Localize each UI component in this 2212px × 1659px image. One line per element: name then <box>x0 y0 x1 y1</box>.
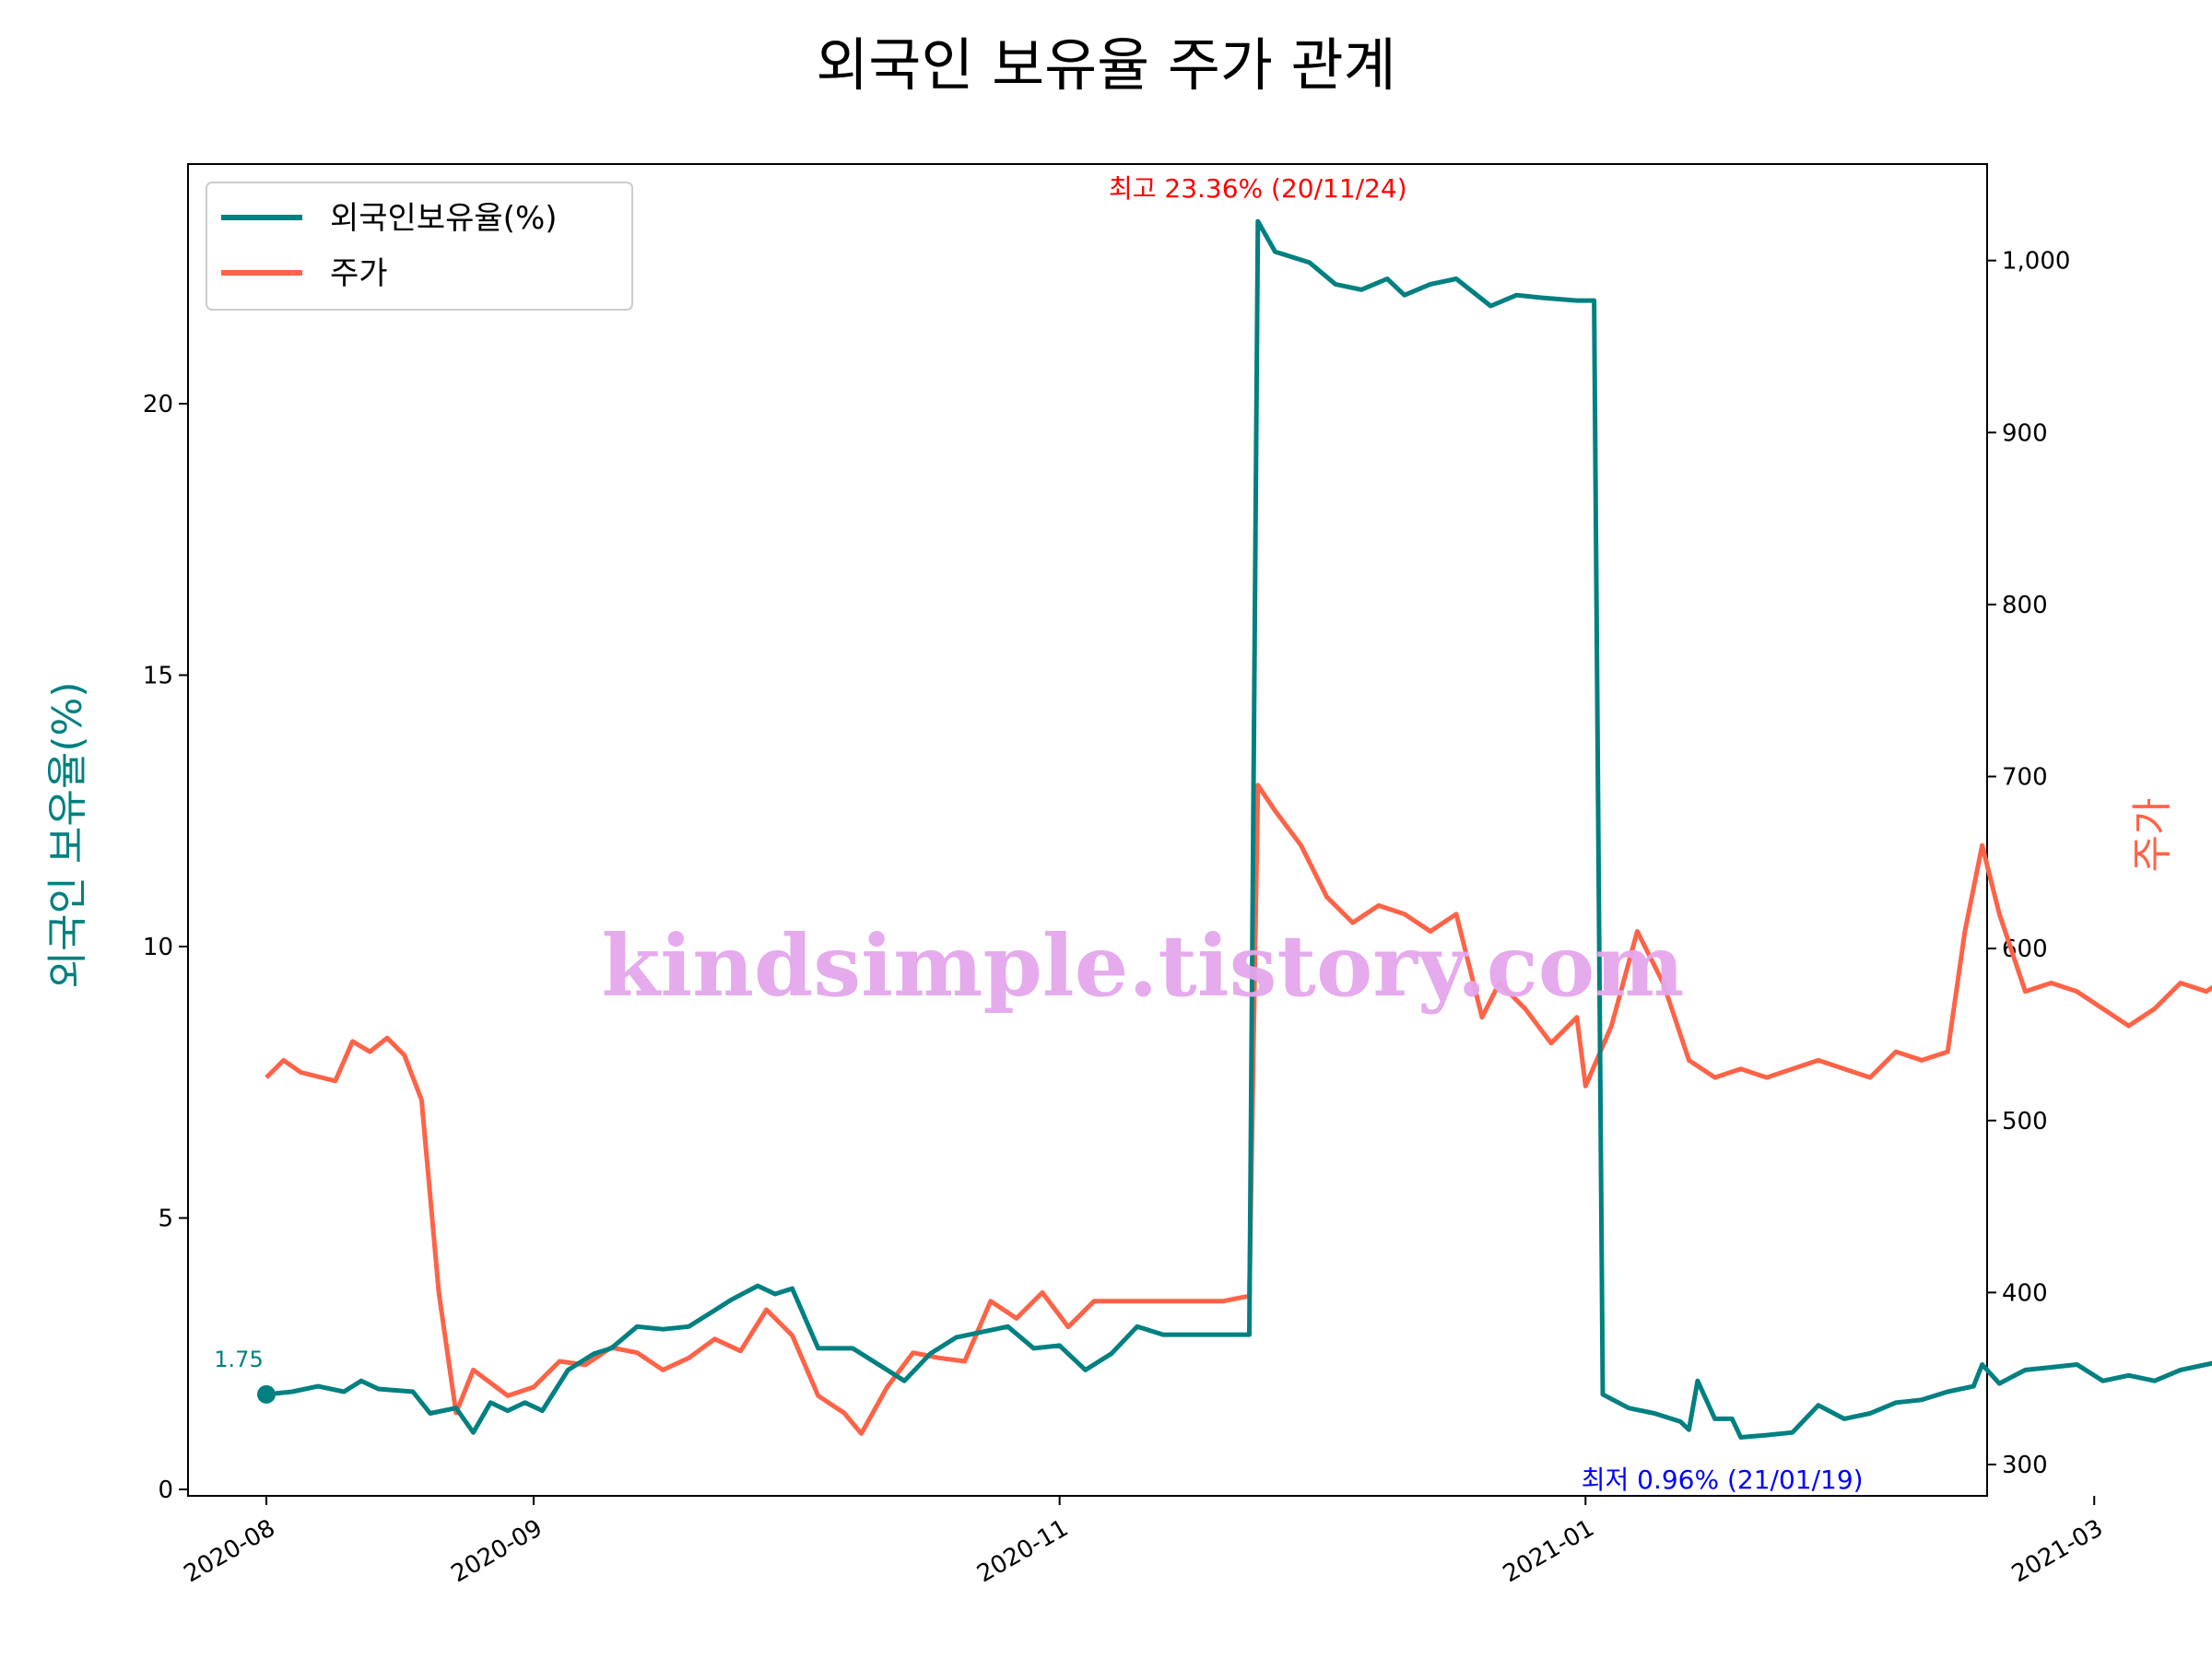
series-line-foreign-ratio <box>265 218 2212 1440</box>
right-y-tick-label: 300 <box>2002 1452 2048 1479</box>
plot-frame <box>187 163 1988 1497</box>
chart-title: 외국인 보유율 주가 관계 <box>816 31 1396 99</box>
watermark-text: kindsimple.tistory.com <box>601 916 1684 1016</box>
legend-box <box>206 182 633 311</box>
legend-label-foreign-ratio: 외국인보유율(%) <box>330 200 558 237</box>
right-y-tick-label: 900 <box>2002 419 2048 447</box>
x-tick-label: 2020-11 <box>972 1514 1073 1588</box>
right-y-tick-label: 800 <box>2002 592 2048 619</box>
legend: 외국인보유율(%) 주가 <box>206 182 633 311</box>
right-y-tick-label: 400 <box>2002 1279 2048 1307</box>
right-y-tick-label: 1,000 <box>2002 248 2070 276</box>
left-y-tick-label: 5 <box>158 1206 173 1233</box>
left-axis-label: 외국인 보유율(%) <box>44 681 91 988</box>
start-value-label: 1.75 <box>214 1347 263 1372</box>
right-axis-label: 주가 <box>2129 798 2176 873</box>
x-tick-label: 2021-03 <box>2007 1514 2108 1588</box>
right-y-tick-label: 500 <box>2002 1108 2048 1135</box>
start-point-marker <box>257 1384 276 1404</box>
x-tick-label: 2020-09 <box>447 1514 547 1588</box>
legend-label-price: 주가 <box>330 255 388 292</box>
min-annotation: 최저 0.96% (21/01/19) <box>1582 1465 1864 1495</box>
plot-area: 2020-082020-092020-112021-012021-032021-… <box>143 163 2212 1588</box>
left-y-tick-label: 0 <box>158 1477 173 1504</box>
x-tick-label: 2021-01 <box>1499 1514 1599 1588</box>
x-tick-label: 2020-08 <box>180 1514 280 1588</box>
left-y-tick-label: 15 <box>143 663 173 690</box>
series-line-price <box>265 782 2212 1436</box>
left-y-tick-label: 20 <box>143 391 173 418</box>
max-annotation: 최고 23.36% (20/11/24) <box>1109 173 1407 204</box>
right-y-tick-label: 700 <box>2002 764 2048 792</box>
left-y-tick-label: 10 <box>143 934 173 961</box>
